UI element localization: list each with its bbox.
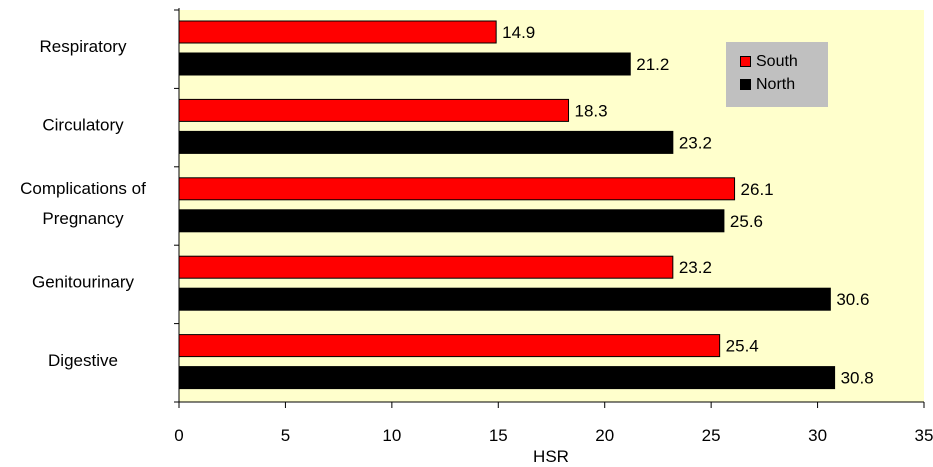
category-label: Circulatory: [42, 116, 124, 135]
value-label-south: 25.4: [726, 337, 759, 356]
value-label-south: 14.9: [502, 23, 535, 42]
bar-south: [178, 255, 674, 279]
x-tick-label: 15: [489, 426, 508, 445]
bar-south: [178, 98, 570, 122]
x-tick-label: 10: [382, 426, 401, 445]
legend-label-south: South: [756, 53, 798, 70]
category-label: Pregnancy: [42, 209, 124, 228]
x-tick-label: 30: [808, 426, 827, 445]
value-label-south: 18.3: [575, 101, 608, 120]
bar-south: [178, 334, 721, 358]
bar-south: [178, 20, 497, 44]
bar-north: [178, 287, 831, 311]
value-labels-group: 14.9 21.2 18.3 23.2 26.1 25.6 23.2 30.6 25.4 30.8: [502, 23, 874, 388]
x-tick-label: 0: [174, 426, 183, 445]
value-label-north: 23.2: [679, 133, 712, 152]
value-label-north: 21.2: [636, 55, 669, 74]
value-label-south: 26.1: [741, 180, 774, 199]
bar-north: [178, 52, 631, 76]
legend-swatch-south: [740, 56, 751, 67]
category-label: Complications of: [20, 179, 146, 198]
x-axis: 0 5 10 15 20 25 30 35: [174, 401, 933, 445]
category-label: Digestive: [48, 351, 118, 370]
value-label-south: 23.2: [679, 258, 712, 277]
category-label: Respiratory: [40, 37, 127, 56]
y-axis: Respiratory Circulatory Complications of Pr…: [20, 8, 180, 403]
x-axis-title: HSR: [533, 447, 569, 466]
value-label-north: 30.8: [841, 369, 874, 388]
bar-south: [178, 177, 736, 201]
legend-swatch-north: [740, 79, 751, 90]
bar-north: [178, 130, 674, 154]
legend-label-north: North: [756, 76, 796, 93]
bar-north: [178, 366, 836, 390]
value-label-north: 25.6: [730, 212, 763, 231]
value-label-north: 30.6: [836, 290, 869, 309]
bar-north: [178, 209, 725, 233]
x-tick-label: 5: [281, 426, 290, 445]
x-tick-label: 35: [915, 426, 933, 445]
x-tick-label: 20: [595, 426, 614, 445]
x-tick-label: 25: [702, 426, 721, 445]
category-label: Genitourinary: [32, 272, 135, 291]
legend: South North: [726, 42, 828, 107]
